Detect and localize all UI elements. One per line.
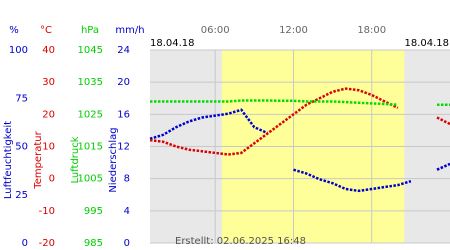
y-tick-label: 1035 xyxy=(78,77,103,88)
axis-title: Temperatur xyxy=(33,130,44,189)
y-tick-label: 75 xyxy=(15,93,28,104)
y-tick-label: 12 xyxy=(117,142,130,153)
plot-area xyxy=(149,49,450,244)
date-right: 18.04.18 xyxy=(404,38,449,49)
axis-unit: hPa xyxy=(81,25,99,36)
y-tick-label: 1025 xyxy=(78,109,103,120)
axis-title: Luftfeuchtigkeit xyxy=(3,121,14,199)
y-tick-label: 995 xyxy=(84,206,103,217)
y-tick-label: 1045 xyxy=(78,45,103,56)
y-tick-label: 16 xyxy=(117,109,130,120)
axis-title: Luftdruck xyxy=(70,136,81,183)
series-line xyxy=(150,99,450,106)
y-tick-label: -10 xyxy=(39,206,55,217)
footer: Erstellt: 02.06.2025 16:48 xyxy=(175,236,306,247)
y-tick-label: 8 xyxy=(124,174,130,185)
axis-unit: °C xyxy=(40,25,52,36)
y-tick-label: 40 xyxy=(42,45,55,56)
y-tick-label: 24 xyxy=(117,45,130,56)
axis-unit: % xyxy=(9,25,19,36)
y-tick-label: 10 xyxy=(42,142,55,153)
axis-title: Niederschlag xyxy=(108,127,119,192)
y-tick-label: -20 xyxy=(39,238,55,249)
series-line xyxy=(149,87,450,156)
y-tick-label: 0 xyxy=(49,174,55,185)
axis-unit: mm/h xyxy=(115,25,144,36)
y-tick-label: 100 xyxy=(9,45,28,56)
y-tick-label: 20 xyxy=(117,77,130,88)
y-tick-label: 4 xyxy=(124,206,130,217)
y-tick-label: 1005 xyxy=(78,174,103,185)
y-tick-label: 30 xyxy=(42,77,55,88)
series-line xyxy=(149,108,450,193)
y-tick-label: 50 xyxy=(15,142,28,153)
x-tick-label: 12:00 xyxy=(279,25,308,36)
x-tick-label: 06:00 xyxy=(201,25,230,36)
y-tick-label: 985 xyxy=(84,238,103,249)
y-tick-label: 25 xyxy=(15,190,28,201)
x-tick-label: 18:00 xyxy=(357,25,386,36)
date-left: 18.04.18 xyxy=(150,38,195,49)
y-tick-label: 20 xyxy=(42,109,55,120)
y-tick-label: 0 xyxy=(22,238,28,249)
y-tick-label: 1015 xyxy=(78,142,103,153)
y-tick-label: 0 xyxy=(124,238,130,249)
